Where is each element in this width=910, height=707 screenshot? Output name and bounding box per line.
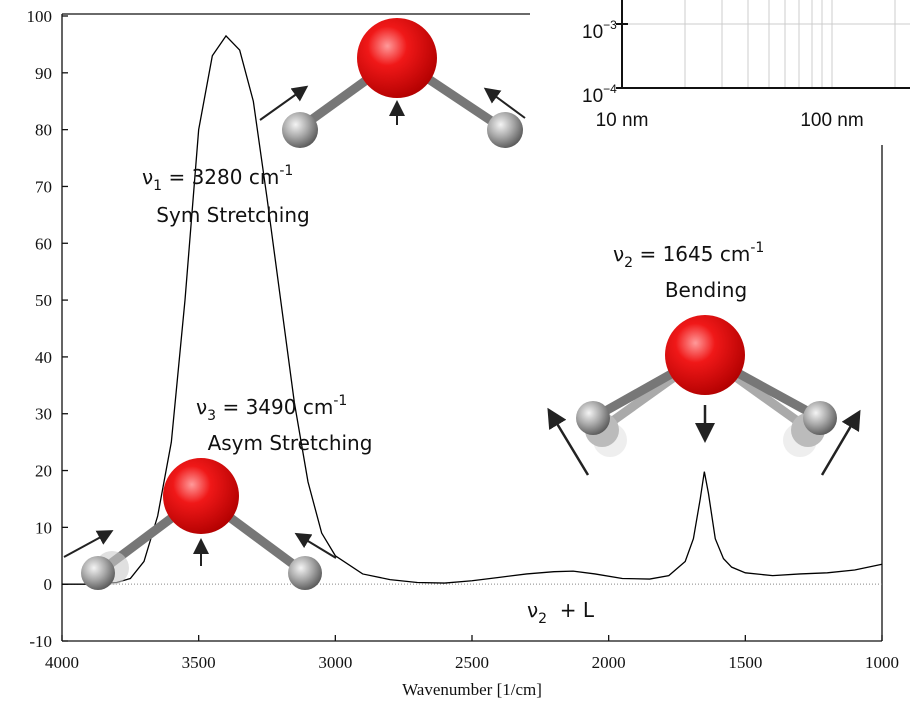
molecule-sym	[259, 18, 526, 148]
annotation: ν3 = 3490 cm-1	[196, 393, 347, 424]
plot	[62, 34, 883, 585]
subscript: 2	[538, 611, 547, 627]
inset-y-tick: 10−3	[582, 18, 617, 43]
molecule-bend	[547, 315, 861, 476]
x-tick-label: 2500	[455, 653, 489, 672]
y-tick-label: 70	[35, 177, 52, 196]
y-tick-label: 10	[35, 518, 52, 537]
y-tick-label: 80	[35, 121, 52, 140]
superscript: -1	[750, 240, 764, 256]
spectrum-line	[62, 34, 883, 585]
tick-exp: −4	[603, 82, 617, 96]
y-tick-label: 100	[27, 7, 53, 26]
symbol: ν	[196, 395, 207, 419]
symbol: ν	[527, 598, 538, 622]
tick-exp: −3	[603, 18, 617, 32]
plot-frame	[61, 13, 883, 642]
annotation-line2: Bending	[665, 278, 747, 302]
x-tick-label: 3500	[182, 653, 216, 672]
superscript: -1	[279, 163, 293, 179]
subscript: 2	[624, 255, 633, 271]
inset-grid	[622, 0, 910, 88]
subscript: 1	[153, 178, 162, 194]
x-axis-title: Wavenumber [1/cm]	[402, 680, 542, 699]
y-tick-label: 60	[35, 234, 52, 253]
tick-base: 10	[582, 22, 603, 43]
inset: 10−3 10−4 10 nm 100 nm	[560, 0, 910, 138]
y-tick-label: -10	[29, 632, 52, 651]
inset-x-tick: 100 nm	[800, 110, 863, 131]
annotation-line2: Asym Stretching	[208, 431, 373, 455]
y-tick-label: 0	[44, 575, 53, 594]
y-tick-label: 30	[35, 405, 52, 424]
symbol: ν	[142, 165, 153, 189]
x-tick-label: 1500	[728, 653, 762, 672]
x-tick-label: 4000	[45, 653, 79, 672]
subscript: 3	[207, 408, 216, 424]
x-tick-label: 3000	[318, 653, 352, 672]
annotation-text: + L	[547, 598, 595, 622]
symbol: ν	[613, 242, 624, 266]
annotation-text: = 3490 cm	[216, 395, 333, 419]
y-tick-label: 90	[35, 64, 52, 83]
inset-x-tick: 10 nm	[596, 110, 649, 131]
annotation: ν2 = 1645 cm-1	[613, 240, 764, 271]
y-tick-label: 20	[35, 462, 52, 481]
annotation-line2: Sym Stretching	[156, 203, 309, 227]
y-tick-label: 40	[35, 348, 52, 367]
y-tick-label: 50	[35, 291, 52, 310]
inset-axes	[616, 0, 910, 89]
x-tick-label: 1000	[865, 653, 899, 672]
tick-base: 10	[582, 86, 603, 107]
annotation: ν1 = 3280 cm-1	[142, 163, 293, 194]
inset-y-tick: 10−4	[582, 82, 617, 107]
annotation-text: = 1645 cm	[633, 242, 750, 266]
annotation-text: = 3280 cm	[162, 165, 279, 189]
molecule-asym	[63, 458, 337, 590]
annotation: ν2 + L	[527, 598, 595, 627]
x-tick-label: 2000	[592, 653, 626, 672]
superscript: -1	[333, 393, 347, 409]
